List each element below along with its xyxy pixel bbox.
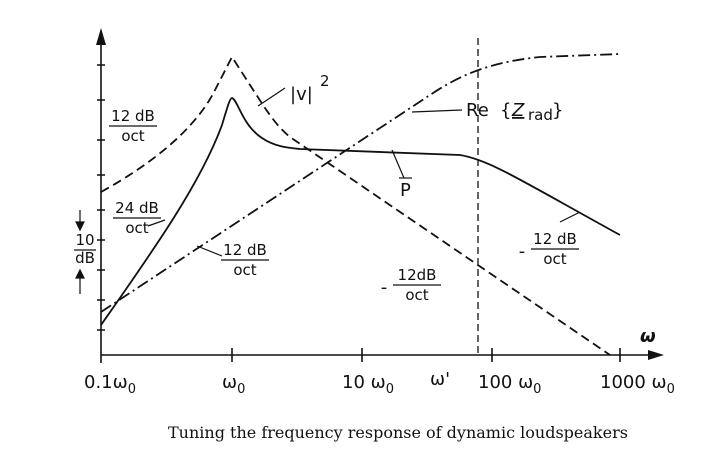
subscript: 0 <box>533 382 541 397</box>
power-label: P <box>400 180 411 201</box>
velocity-label: |v| <box>290 84 313 105</box>
subscript: 0 <box>386 382 394 397</box>
slope-denominator: oct <box>233 261 256 279</box>
re-label: Re <box>466 100 489 121</box>
slope-sign: - <box>519 241 526 262</box>
z-label: Z <box>511 100 525 121</box>
x-tick-label: 1000 ω0 <box>600 372 675 397</box>
slope-denominator: oct <box>543 250 566 268</box>
caption: Tuning the frequency response of dynamic… <box>168 423 628 442</box>
x-tick-label: ω' <box>430 369 450 390</box>
velocity-exponent: 2 <box>320 72 330 90</box>
slope-sign: - <box>381 277 388 298</box>
x-tick-label: 10 ω0 <box>342 372 394 397</box>
velocity-curve <box>100 55 611 356</box>
slope-numerator: 24 dB <box>115 199 159 217</box>
slope-numerator: 12 dB <box>111 107 155 125</box>
brace: { <box>500 100 511 121</box>
slope-denominator: oct <box>121 127 144 145</box>
power-curve <box>100 97 621 326</box>
slope-numerator: 12 dB <box>223 241 267 259</box>
x-axis-label: ω <box>640 326 656 347</box>
subscript: 0 <box>667 382 675 397</box>
x-tick-label: ω0 <box>222 372 245 397</box>
radiation-curve <box>100 53 621 313</box>
slope-numerator: 12dB <box>398 266 437 284</box>
x-tick-label: 0.1ω0 <box>84 372 136 397</box>
x-tick-label: 100 ω0 <box>478 372 541 397</box>
axes <box>96 28 664 363</box>
z-sub: rad <box>528 106 553 124</box>
scale-bottom: dB <box>75 249 95 267</box>
subscript: 0 <box>128 382 136 397</box>
scale-top: 10 <box>75 231 94 249</box>
brace: } <box>552 100 563 121</box>
slope-denominator: oct <box>405 286 428 304</box>
subscript: 0 <box>237 382 245 397</box>
slope-numerator: 12 dB <box>533 230 577 248</box>
leaders <box>75 87 581 294</box>
slope-denominator: oct <box>125 219 148 237</box>
